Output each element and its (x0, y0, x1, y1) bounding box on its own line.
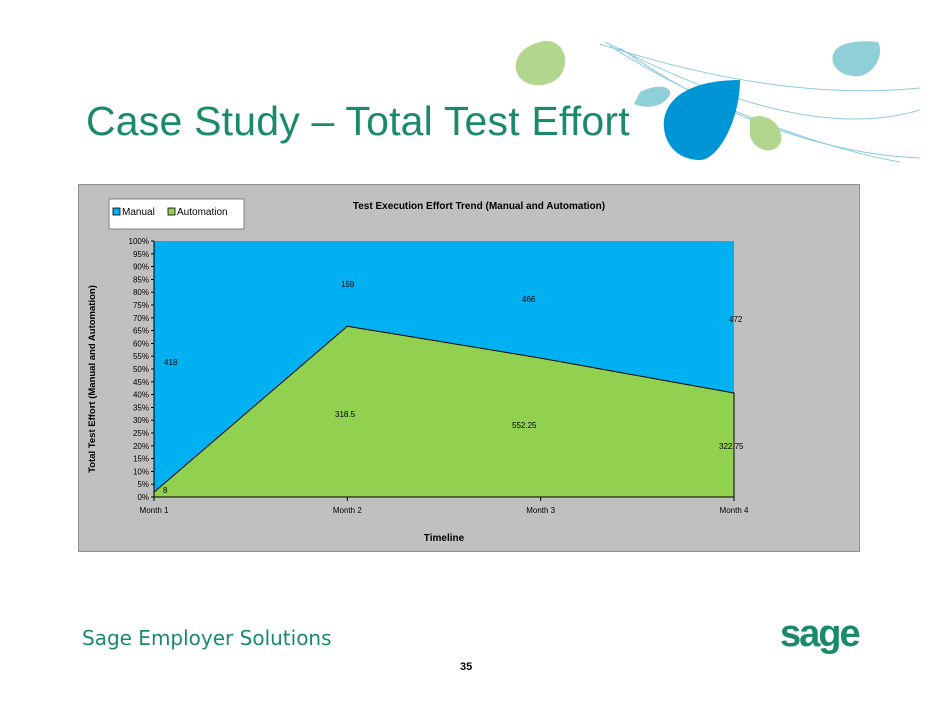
y-tick-label: 55% (133, 352, 149, 361)
y-tick-label: 15% (133, 455, 149, 464)
y-tick-label: 80% (133, 288, 149, 297)
y-tick-label: 5% (137, 480, 149, 489)
legend-swatch-manual (112, 207, 121, 216)
manual-data-label: 418 (164, 358, 178, 367)
y-tick-label: 75% (133, 301, 149, 310)
legend-label-automation: Automation (177, 207, 228, 218)
y-tick-label: 60% (133, 339, 149, 348)
y-tick-label: 45% (133, 378, 149, 387)
y-tick-label: 0% (137, 493, 149, 502)
leaf-decoration (515, 41, 920, 163)
y-tick-label: 40% (133, 391, 149, 400)
automation-data-label: 552.25 (512, 421, 537, 430)
y-axis-label: Total Test Effort (Manual and Automation… (87, 285, 98, 473)
y-tick-label: 35% (133, 403, 149, 412)
manual-data-label: 472 (729, 315, 743, 324)
x-tick-label: Month 4 (720, 506, 749, 515)
slide-title: Case Study – Total Test Effort (86, 98, 630, 144)
y-tick-label: 20% (133, 442, 149, 451)
x-tick-label: Month 1 (140, 506, 169, 515)
y-tick-label: 30% (133, 416, 149, 425)
chart-panel: 0% 5% 10% 15% 20% 25% 30% 35% 40% 45% 50% 55% 60% 65%… (78, 184, 860, 552)
automation-data-label: 322.75 (719, 442, 744, 451)
footer-brand: Sage Employer Solutions (82, 626, 332, 650)
y-tick-label: 50% (133, 365, 149, 374)
area-chart: 0% 5% 10% 15% 20% 25% 30% 35% 40% 45% 50% 55% 60% 65%… (87, 198, 749, 544)
legend-box (108, 198, 245, 230)
manual-data-label: 159 (341, 280, 355, 289)
y-tick-label: 70% (133, 314, 149, 323)
automation-data-label: 318.5 (335, 410, 356, 419)
x-tick-label: Month 2 (333, 506, 362, 515)
y-tick-label: 85% (133, 275, 149, 284)
x-tick-label: Month 3 (526, 506, 555, 515)
legend-label-manual: Manual (122, 207, 155, 218)
manual-data-label: 466 (522, 295, 536, 304)
y-tick-label: 95% (133, 250, 149, 259)
legend-swatch-automation (167, 207, 176, 216)
y-tick-label: 100% (129, 237, 149, 246)
chart-title: Test Execution Effort Trend (Manual and … (353, 201, 605, 212)
y-tick-label: 25% (133, 429, 149, 438)
automation-data-label: 8 (163, 486, 168, 495)
page-number: 35 (460, 661, 473, 673)
svg-text:sage: sage (780, 613, 859, 655)
y-tick-label: 90% (133, 263, 149, 272)
y-tick-label: 65% (133, 327, 149, 336)
y-tick-label: 10% (133, 467, 149, 476)
sage-logo: sage (780, 613, 861, 655)
x-axis-label: Timeline (424, 533, 465, 544)
